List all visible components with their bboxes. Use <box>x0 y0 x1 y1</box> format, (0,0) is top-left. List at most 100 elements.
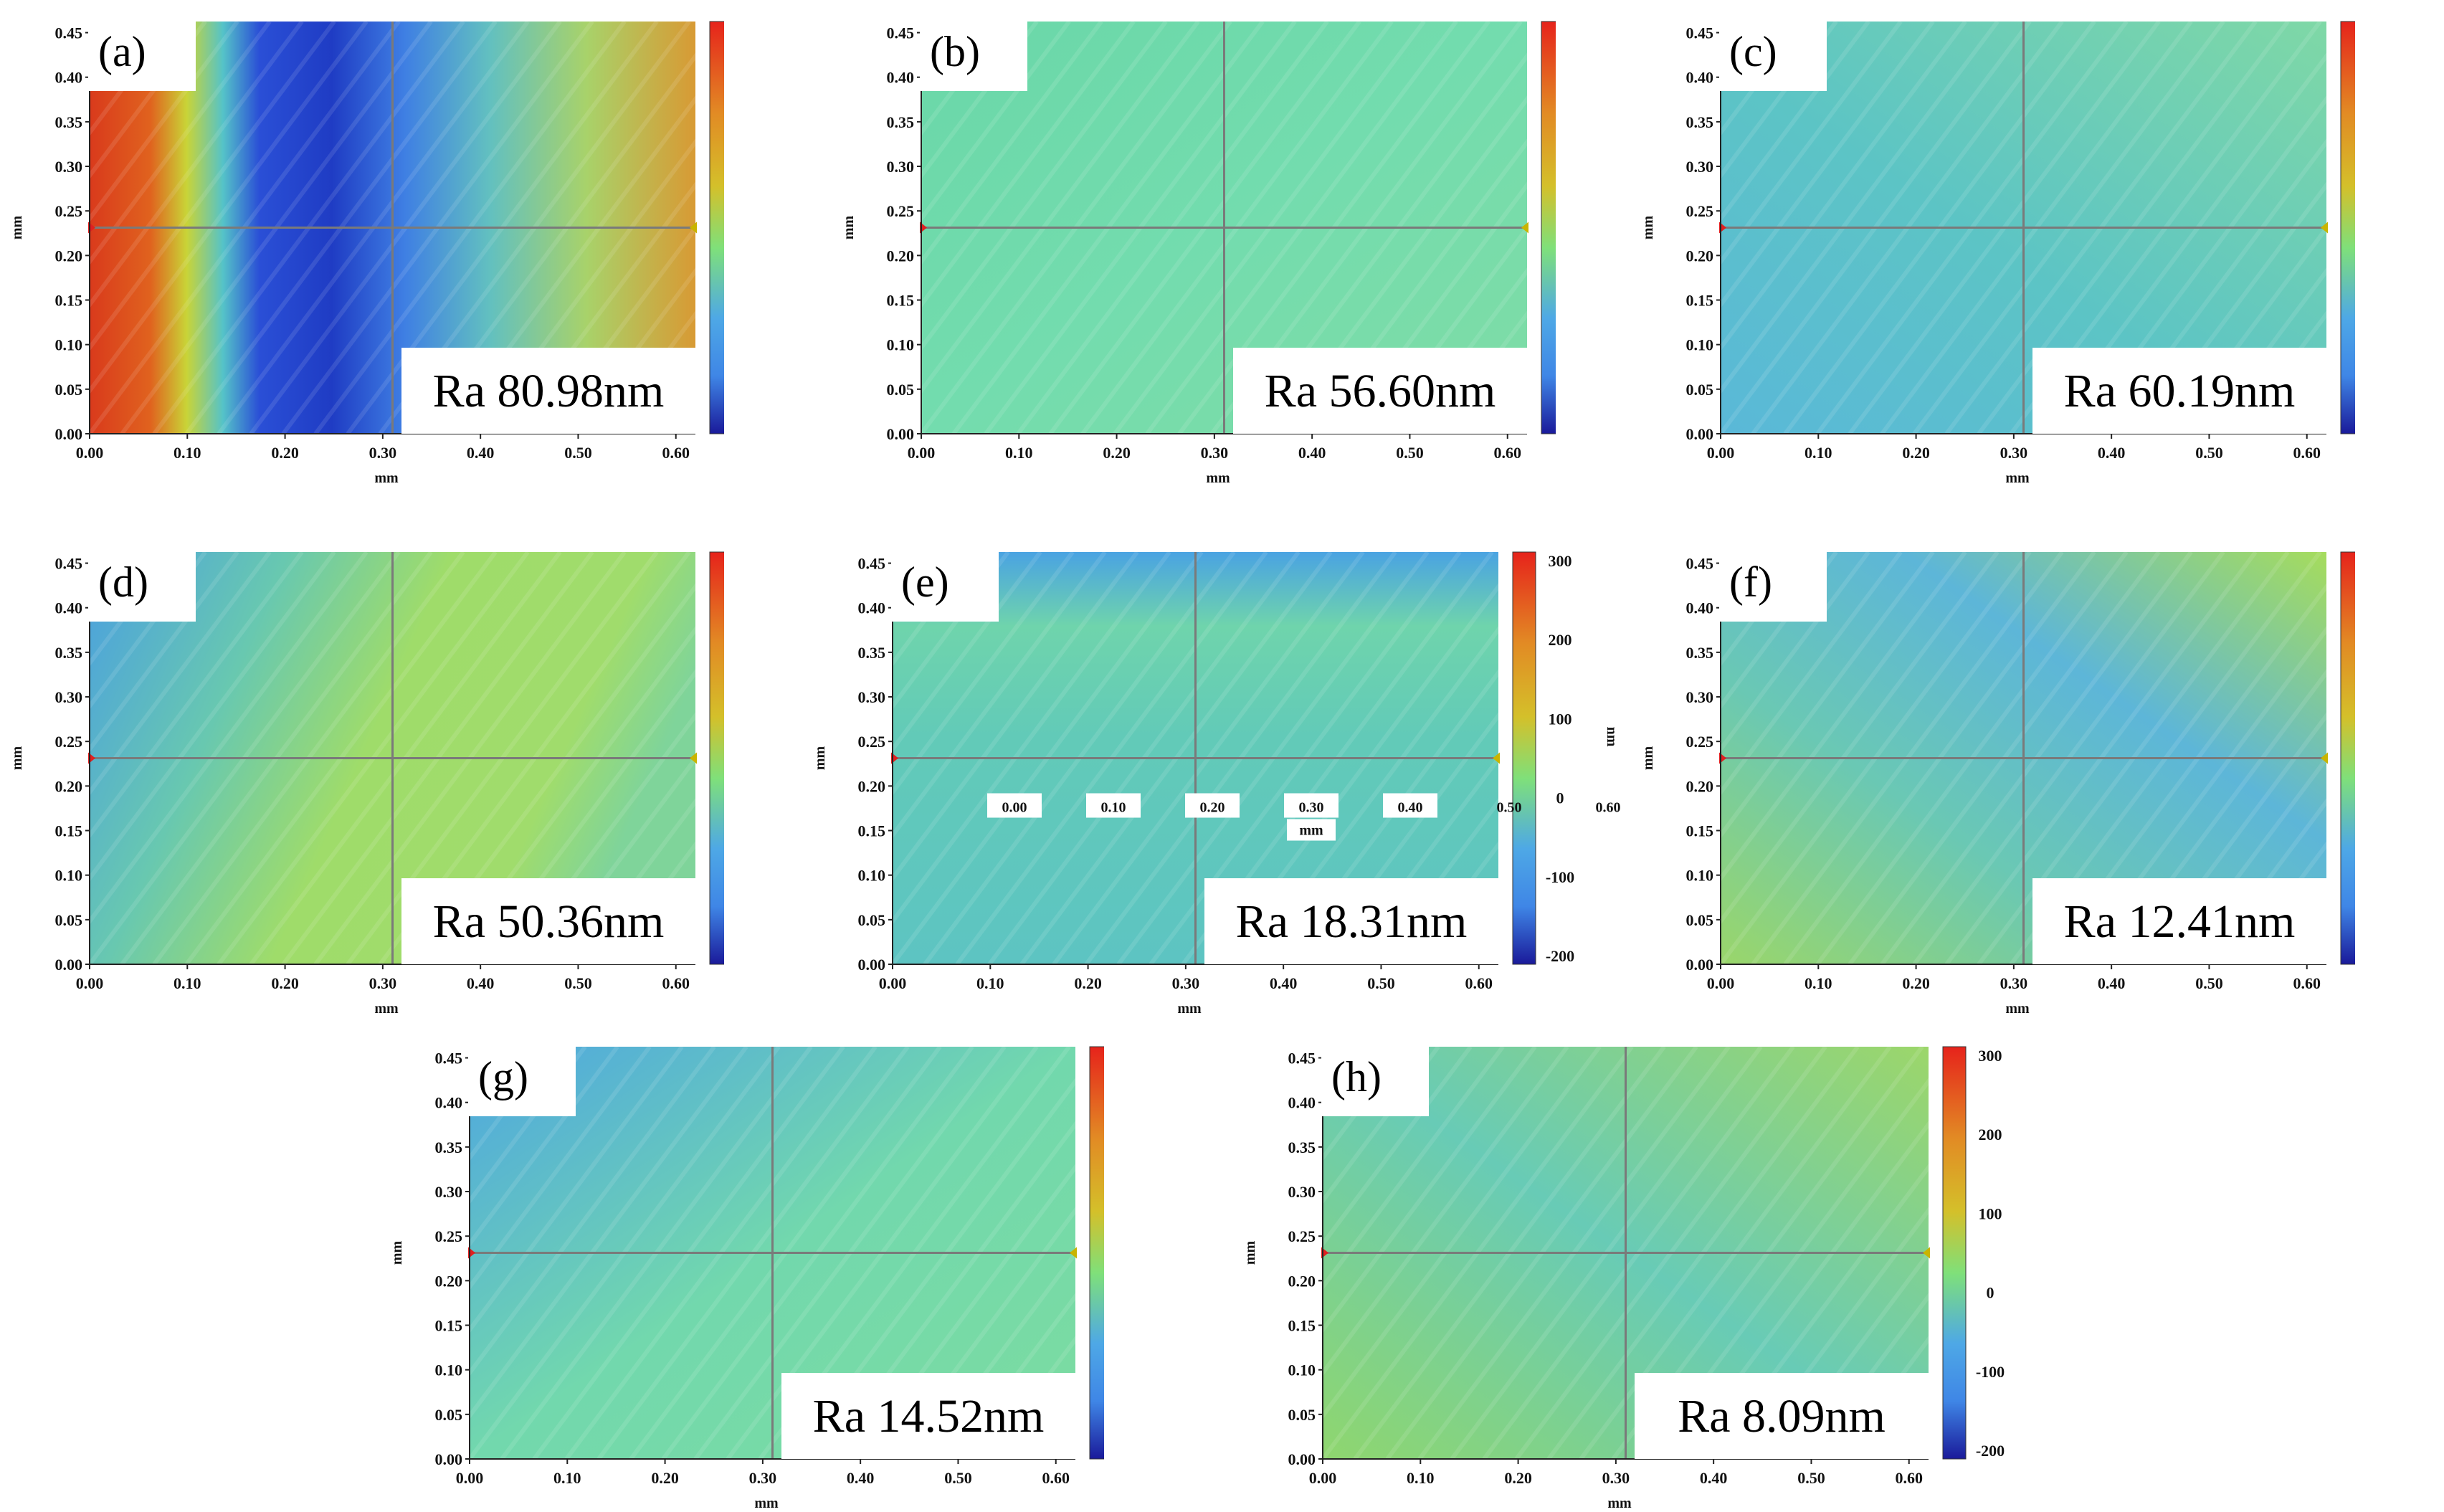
y-tick-label: 0.30 <box>55 688 83 706</box>
y-tick-label: 0.10 <box>55 336 83 354</box>
y-axis-title: mm <box>841 216 857 240</box>
x-tick-label: 0.50 <box>944 1469 972 1487</box>
x-tick-label: 0.10 <box>173 444 201 462</box>
x-tick-label: 0.00 <box>908 444 936 462</box>
y-tick-label: 0.25 <box>887 202 915 220</box>
x-axis-title: mm <box>2005 1001 2030 1017</box>
inset-tick-label: 0.40 <box>1398 800 1423 816</box>
x-tick-label: 0.60 <box>1465 974 1493 992</box>
y-tick-label: 0.30 <box>55 158 83 176</box>
x-tick-label: 0.00 <box>879 974 907 992</box>
panel-label: (e) <box>901 558 949 606</box>
y-tick-label: 0.20 <box>858 777 886 795</box>
x-tick-label: 0.30 <box>369 444 397 462</box>
inset-axis: 0.00 0.10 0.20 0.30 0.40 0.50 0.60 mm <box>987 793 1621 841</box>
x-tick-label: 0.20 <box>1902 444 1930 462</box>
y-axis-title: mm <box>812 746 828 771</box>
y-tick-label: 0.05 <box>1288 1406 1316 1424</box>
x-tick-label: 0.60 <box>662 444 690 462</box>
x-tick-label: 0.50 <box>564 974 592 992</box>
y-tick-label: 0.35 <box>55 113 83 131</box>
y-tick-label: 0.15 <box>1686 822 1714 840</box>
y-tick-label: 0.00 <box>858 956 886 974</box>
y-tick-label: 0.20 <box>55 777 83 795</box>
panel-d: 0.00 0.05 0.10 0.15 0.20 0.25 0.30 0.35 0.40 0.45… <box>0 531 724 1032</box>
x-tick-label: 0.20 <box>1074 974 1102 992</box>
x-axis-title: mm <box>374 1001 399 1017</box>
y-tick-label: 0.25 <box>1288 1227 1316 1245</box>
y-tick-label: 0.40 <box>55 599 83 617</box>
y-tick-label: 0.30 <box>1686 158 1714 176</box>
y-tick-label: 0.45 <box>1288 1050 1316 1068</box>
colorbar-e <box>1513 552 1536 964</box>
x-tick-label: 0.30 <box>2000 974 2028 992</box>
x-tick-label: 0.00 <box>76 974 104 992</box>
x-tick-label: 0.30 <box>1172 974 1200 992</box>
y-tick-label: 0.00 <box>435 1450 463 1468</box>
y-tick-label: 0.40 <box>1686 599 1714 617</box>
inset-tick-label: 0.10 <box>1101 800 1126 816</box>
cursor-marker-right-icon <box>690 222 697 234</box>
y-tick-label: 0.35 <box>1686 644 1714 662</box>
y-axis-title: mm <box>1640 746 1656 771</box>
y-tick-label: 0.15 <box>55 292 83 310</box>
cursor-marker-right-icon <box>1923 1247 1930 1259</box>
y-tick-label: 0.30 <box>858 688 886 706</box>
colorbar-tick-label: 0 <box>1556 789 1564 807</box>
inset-tick-label: 0.20 <box>1200 800 1225 816</box>
x-tick-label: 0.40 <box>2098 974 2126 992</box>
y-tick-label: 0.05 <box>887 381 915 399</box>
colorbar-tick-label: 100 <box>1979 1204 2002 1222</box>
inset-tick-label: 0.00 <box>1002 800 1027 816</box>
colorbar-tick-label: -100 <box>1976 1363 2005 1381</box>
x-axis-title: mm <box>754 1496 779 1511</box>
y-tick-label: 0.00 <box>55 956 83 974</box>
cursor-marker-right-icon <box>1521 222 1528 234</box>
x-tick-label: 0.10 <box>1805 974 1832 992</box>
x-tick-label: 0.20 <box>1902 974 1930 992</box>
y-tick-label: 0.30 <box>435 1183 463 1201</box>
panel-label: (f) <box>1729 558 1772 606</box>
ra-value: Ra 80.98nm <box>433 365 665 417</box>
panel-f: 0.00 0.05 0.10 0.15 0.20 0.25 0.30 0.35 0.40 0.45… <box>1631 531 2355 1032</box>
y-axis-title: mm <box>9 216 25 240</box>
panel-label: (g) <box>478 1053 528 1100</box>
x-axis-title: mm <box>2005 470 2030 486</box>
x-tick-label: 0.00 <box>1707 444 1735 462</box>
y-tick-label: 0.25 <box>55 202 83 220</box>
y-tick-label: 0.45 <box>1686 555 1714 573</box>
panel-label: (h) <box>1331 1053 1382 1100</box>
panel-label: (d) <box>98 558 148 606</box>
x-tick-label: 0.40 <box>1298 444 1326 462</box>
y-axis-title: mm <box>389 1241 405 1265</box>
x-tick-label: 0.50 <box>1797 1469 1825 1487</box>
x-tick-label: 0.50 <box>1396 444 1424 462</box>
colorbar-tick-label: 200 <box>1979 1126 2002 1143</box>
y-tick-label: 0.35 <box>1288 1138 1316 1156</box>
colorbar-tick-label: 0 <box>1987 1284 1994 1302</box>
x-tick-label: 0.60 <box>1042 1469 1070 1487</box>
panel-c: 0.00 0.05 0.10 0.15 0.20 0.25 0.30 0.35 0.40 0.45… <box>1631 0 2355 502</box>
colorbar-a <box>710 22 724 434</box>
y-tick-label: 0.25 <box>435 1227 463 1245</box>
colorbar-h <box>1943 1047 1966 1459</box>
y-tick-label: 0.10 <box>1686 336 1714 354</box>
panel-h: 0.00 0.05 0.10 0.15 0.20 0.25 0.30 0.35 0.40 0.45… <box>1233 1025 2022 1512</box>
cursor-marker-right-icon <box>1493 752 1500 764</box>
y-tick-label: 0.20 <box>1686 777 1714 795</box>
x-tick-label: 0.30 <box>749 1469 777 1487</box>
y-axis-title: mm <box>9 746 25 771</box>
y-tick-label: 0.00 <box>1686 956 1714 974</box>
ra-value: Ra 18.31nm <box>1236 895 1468 948</box>
ra-value: Ra 8.09nm <box>1678 1390 1886 1442</box>
y-tick-label: 0.45 <box>435 1050 463 1068</box>
y-tick-label: 0.15 <box>887 292 915 310</box>
x-tick-label: 0.60 <box>1895 1469 1923 1487</box>
y-tick-label: 0.25 <box>1686 202 1714 220</box>
x-tick-label: 0.40 <box>1700 1469 1728 1487</box>
y-tick-label: 0.00 <box>55 425 83 443</box>
x-tick-label: 0.20 <box>271 444 299 462</box>
y-tick-label: 0.20 <box>887 247 915 265</box>
y-tick-label: 0.25 <box>55 733 83 751</box>
y-tick-label: 0.40 <box>887 69 915 87</box>
